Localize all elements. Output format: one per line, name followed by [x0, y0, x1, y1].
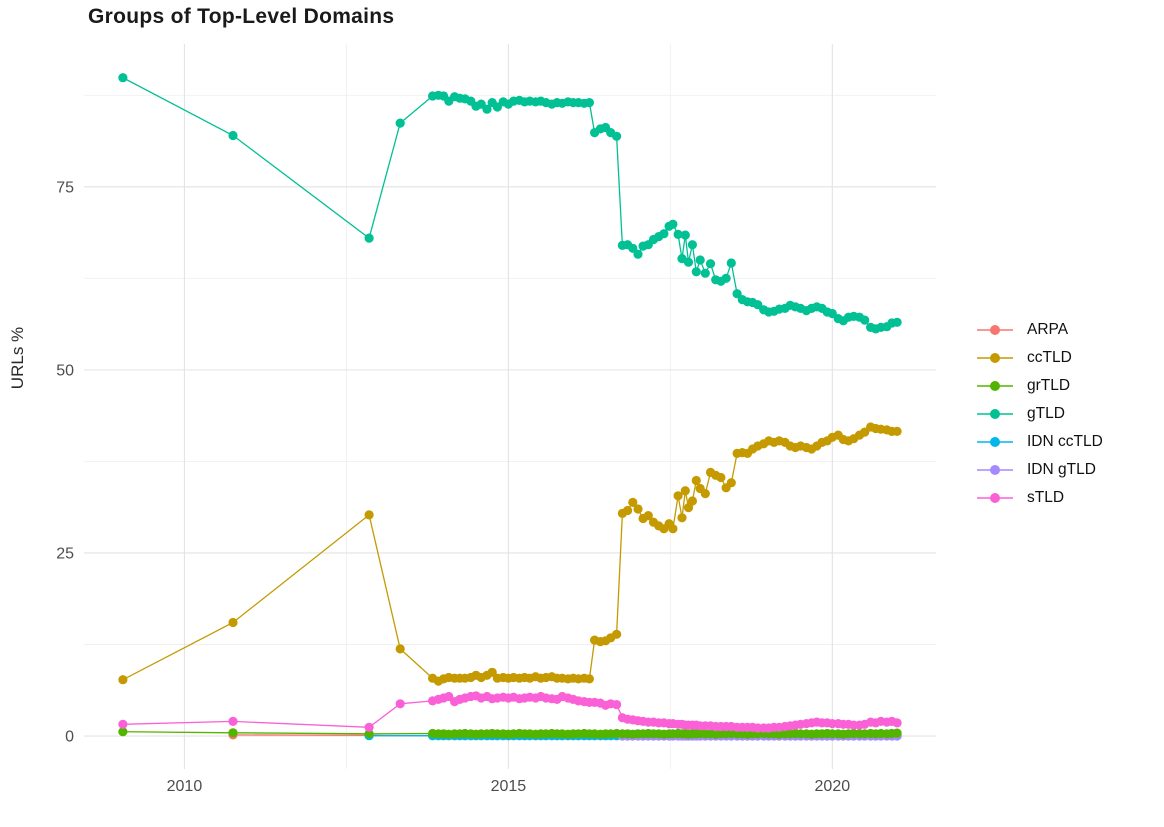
data-point — [892, 728, 902, 738]
x-tick-label: 2010 — [167, 778, 203, 795]
data-point — [716, 472, 726, 483]
legend-label: IDN gTLD — [1027, 460, 1096, 478]
legend-label: grTLD — [1027, 376, 1071, 394]
legend-item-gtld: gTLD — [976, 404, 1103, 423]
data-point — [680, 486, 690, 496]
data-point — [628, 497, 638, 507]
y-axis-tick-labels: 0 25 50 75 — [56, 179, 74, 745]
data-point — [680, 230, 690, 240]
legend-item-cctld: ccTLD — [976, 348, 1103, 367]
series-stld — [118, 691, 902, 733]
x-tick-label: 2020 — [815, 778, 851, 795]
data-point — [721, 273, 731, 283]
data-point — [395, 699, 405, 709]
data-point — [228, 617, 238, 628]
legend-key-icon — [977, 324, 1013, 335]
data-point — [892, 426, 902, 436]
data-point — [628, 243, 638, 253]
legend-item-grtld: grTLD — [976, 376, 1103, 395]
legend-key-icon — [977, 380, 1013, 391]
legend-key-icon — [977, 492, 1013, 503]
data-point — [726, 258, 736, 268]
y-axis-label: URLs % — [8, 326, 27, 390]
data-point — [118, 675, 128, 685]
data-point — [612, 629, 622, 639]
data-point — [364, 722, 374, 732]
legend-item-idn-gtld: IDN gTLD — [976, 460, 1103, 479]
legend-key-icon — [977, 464, 1013, 475]
legend-label: sTLD — [1027, 488, 1065, 506]
data-point — [364, 729, 374, 739]
data-point — [118, 727, 128, 737]
data-point — [364, 233, 374, 243]
legend-item-idn-cctld: IDN ccTLD — [976, 432, 1103, 451]
y-tick-label: 25 — [56, 545, 74, 562]
data-point — [395, 118, 405, 128]
data-point — [695, 255, 705, 265]
data-point — [668, 524, 678, 534]
data-point — [623, 505, 633, 516]
data-point — [677, 513, 687, 523]
data-point — [643, 510, 653, 521]
data-point — [732, 289, 742, 299]
data-point — [633, 249, 643, 259]
legend-item-arpa: ARPA — [976, 320, 1103, 339]
data-point — [364, 510, 374, 520]
data-point — [668, 219, 678, 229]
data-point — [584, 98, 595, 108]
data-point — [673, 491, 683, 501]
data-point — [726, 478, 736, 488]
data-point — [118, 719, 128, 729]
legend-label: ccTLD — [1027, 348, 1072, 366]
data-point — [584, 674, 595, 684]
series-cctld — [118, 422, 902, 686]
data-point — [687, 240, 698, 250]
data-point — [700, 268, 710, 278]
series-grtld — [118, 727, 902, 739]
data-point — [228, 130, 238, 141]
data-point — [892, 317, 902, 327]
gridlines-minor — [84, 44, 936, 769]
data-point — [395, 644, 405, 654]
data-point — [487, 667, 497, 677]
legend-key-icon — [977, 436, 1013, 447]
data-point — [892, 718, 902, 728]
data-point — [687, 496, 698, 506]
data-point — [118, 73, 128, 83]
y-tick-label: 50 — [56, 362, 74, 379]
series-gtld — [118, 73, 902, 334]
data-point — [683, 257, 694, 267]
data-point — [228, 716, 238, 727]
chart-title: Groups of Top-Level Domains — [88, 5, 395, 28]
data-point — [659, 229, 669, 239]
legend-label: gTLD — [1027, 404, 1065, 422]
data-point — [612, 700, 622, 710]
legend-key-icon — [977, 352, 1013, 363]
series-line — [122, 426, 898, 682]
series-line — [122, 77, 898, 330]
data-point — [691, 475, 701, 486]
data-point — [705, 259, 716, 269]
legend-label: ARPA — [1027, 320, 1069, 338]
x-tick-label: 2015 — [491, 778, 527, 795]
data-point — [860, 315, 870, 325]
gridlines-major — [84, 44, 936, 769]
data-point — [633, 504, 643, 514]
data-point — [691, 267, 701, 277]
data-point — [612, 131, 622, 141]
legend: ARPA ccTLD grTLD gTLD IDN ccTLD IDN gTLD sTLD — [976, 320, 1103, 507]
data-point — [482, 104, 492, 114]
y-tick-label: 75 — [56, 179, 74, 196]
legend-label: IDN ccTLD — [1027, 432, 1103, 450]
legend-item-stld: sTLD — [976, 488, 1103, 507]
x-axis-tick-labels: 2010 2015 2020 — [167, 778, 851, 795]
data-point — [673, 229, 683, 239]
legend-key-icon — [977, 408, 1013, 419]
y-tick-label: 0 — [65, 729, 74, 746]
data-point — [228, 728, 238, 738]
data-point — [700, 489, 710, 499]
